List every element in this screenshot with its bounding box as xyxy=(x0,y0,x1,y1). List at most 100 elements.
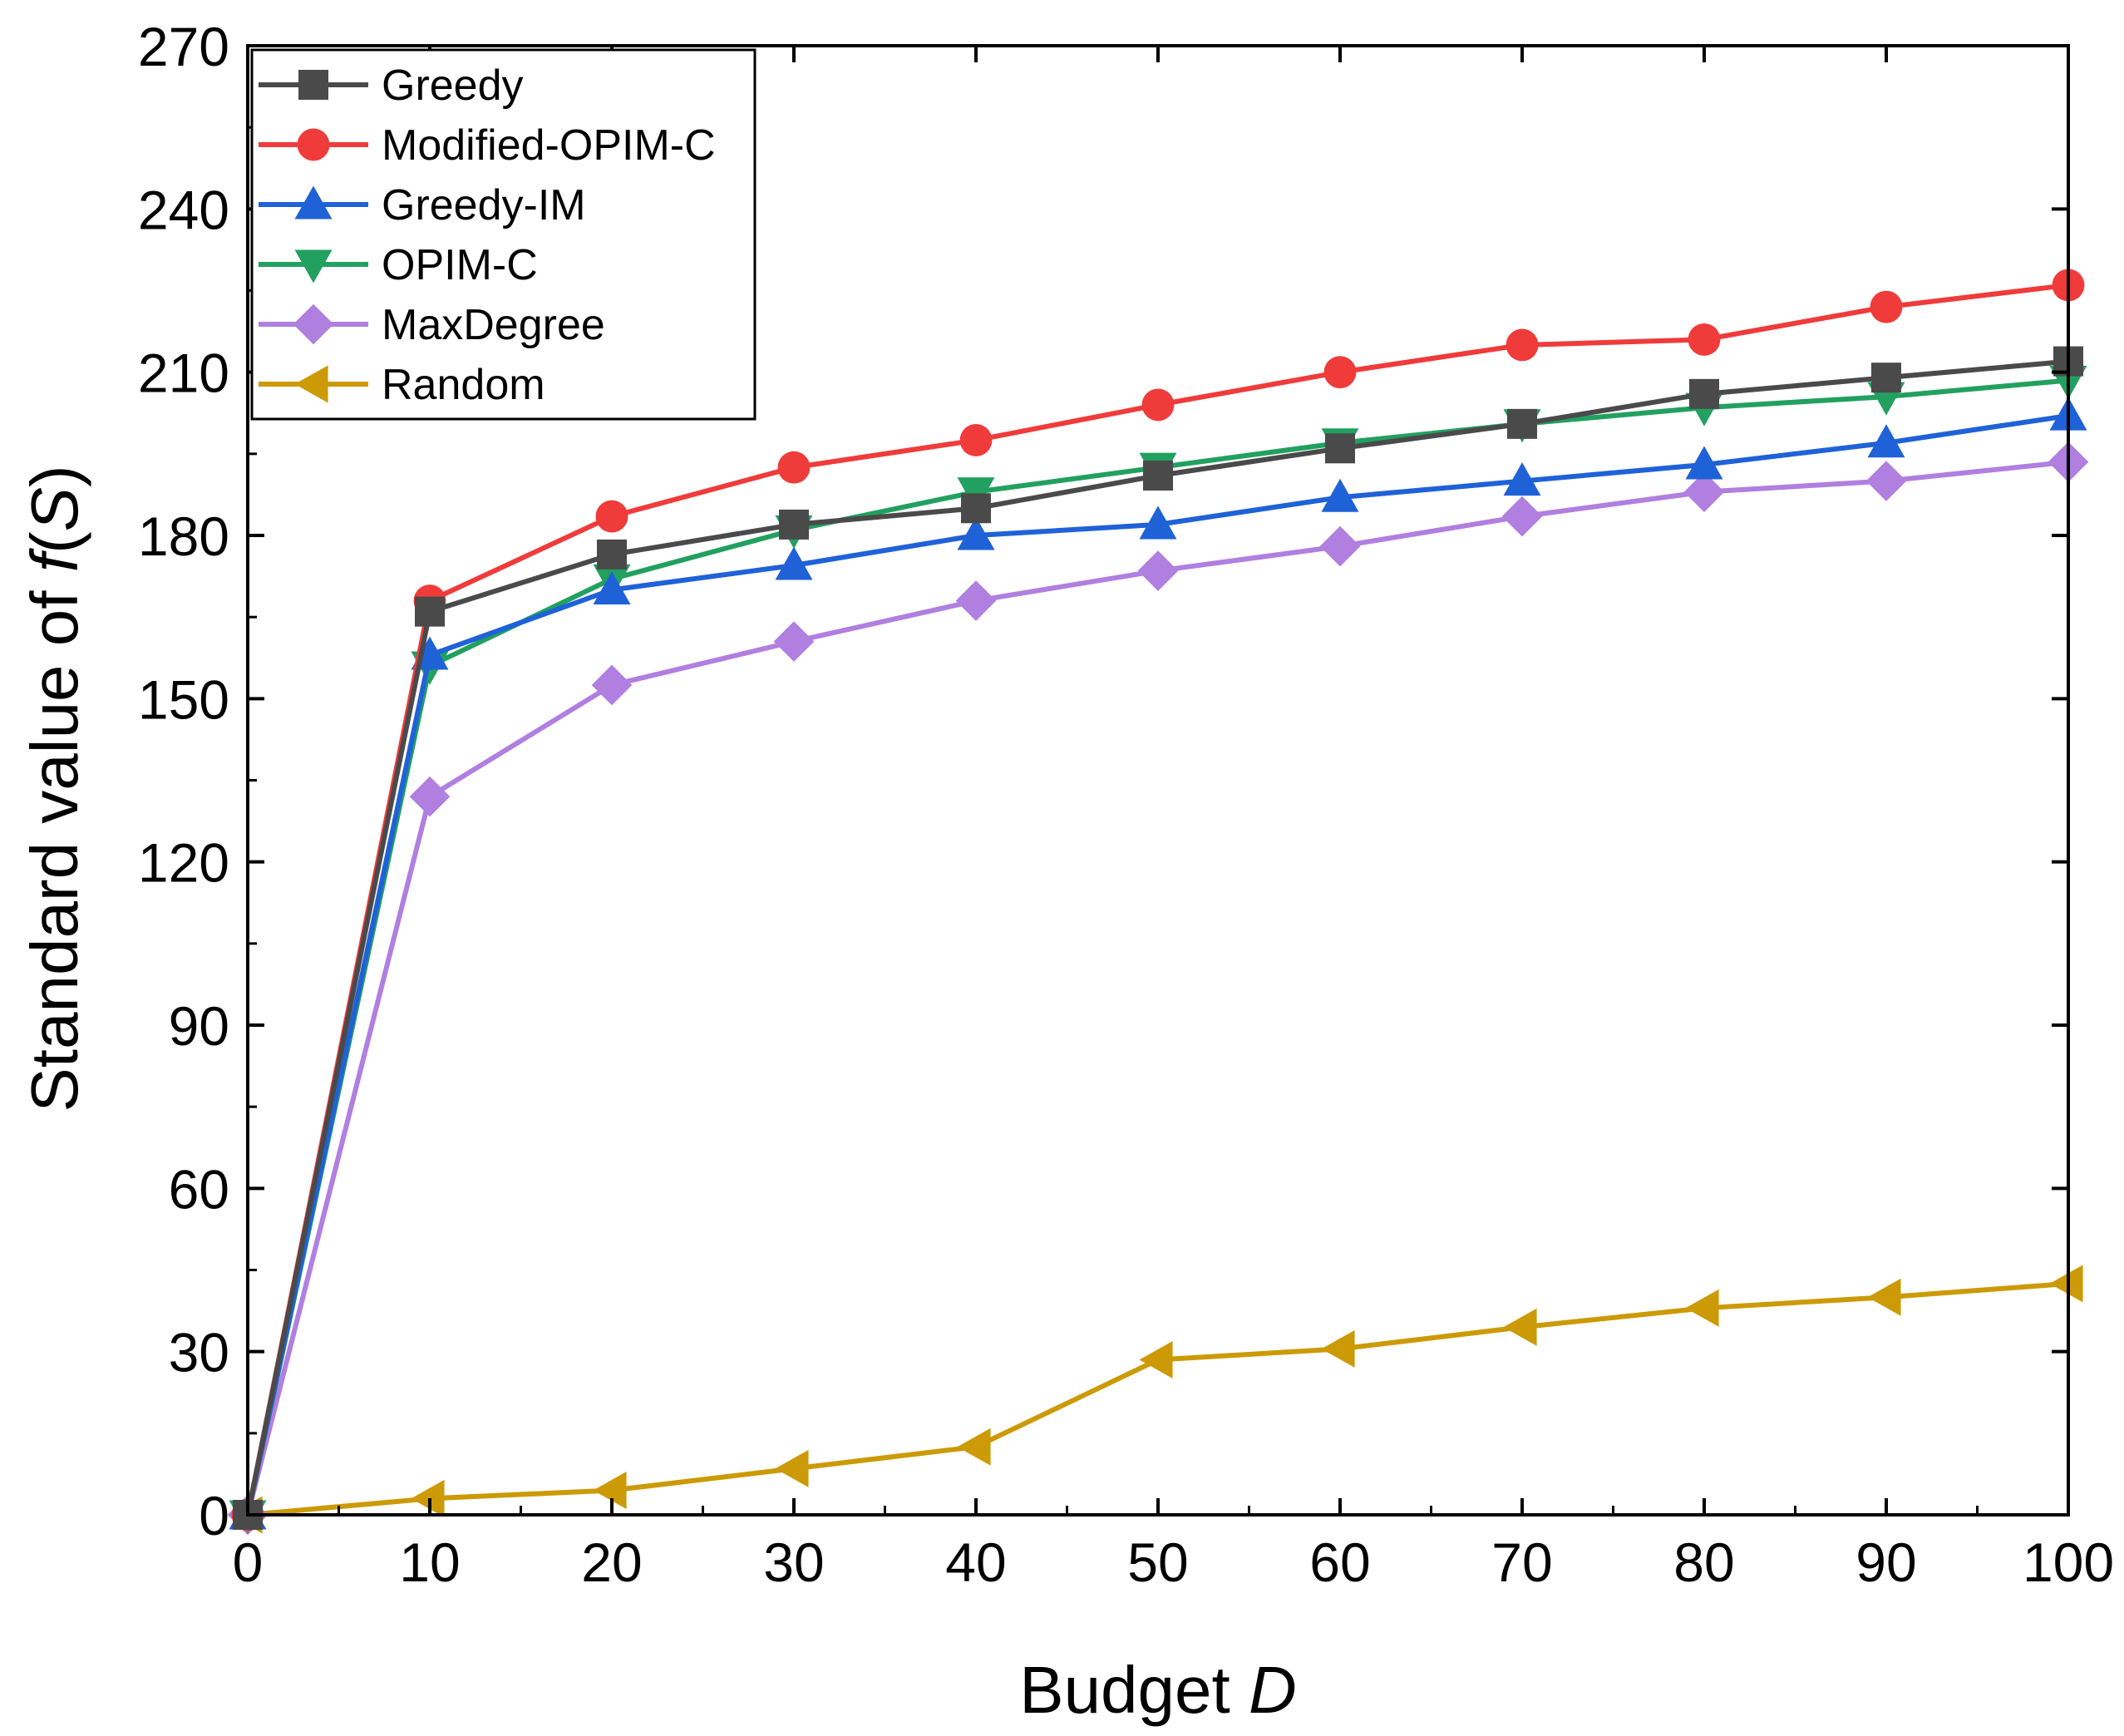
legend-label: MaxDegree xyxy=(382,301,605,349)
series-greedy xyxy=(233,346,2083,1530)
data-point xyxy=(775,546,813,580)
y-tick-label: 150 xyxy=(138,668,229,730)
series-layer xyxy=(227,269,2089,1536)
legend-label: Greedy-IM xyxy=(382,181,586,229)
legend-marker xyxy=(294,249,333,284)
legend-item-opim-c: OPIM-C xyxy=(259,241,538,289)
data-point xyxy=(1323,356,1357,389)
data-point xyxy=(1143,461,1173,491)
legend: Greedy Modified-OPIM-C Greedy-IM OPIM-C MaxD… xyxy=(250,48,756,421)
y-tick-label: 210 xyxy=(138,343,229,404)
y-axis-title-space xyxy=(17,572,91,590)
data-point xyxy=(593,1472,627,1510)
legend-item-random: Random xyxy=(259,361,545,409)
x-tick-label: 70 xyxy=(1491,1531,1552,1593)
y-tick-label: 60 xyxy=(169,1158,229,1220)
x-axis-title: Budget D xyxy=(1019,1653,1297,1727)
x-axis: 0 10 20 30 40 50 60 70 80 90 100 xyxy=(233,46,2114,1593)
data-point xyxy=(773,621,815,662)
legend-marker xyxy=(294,365,328,403)
data-point xyxy=(1319,525,1361,567)
x-tick-label: 10 xyxy=(399,1531,460,1593)
legend-marker xyxy=(293,303,334,345)
series-line xyxy=(247,1280,2069,1517)
data-point xyxy=(1689,378,1719,409)
y-tick-label: 180 xyxy=(138,506,229,567)
y-tick-label: 30 xyxy=(169,1322,229,1383)
x-axis-title-text: Budget xyxy=(1019,1653,1230,1727)
legend-label: Random xyxy=(382,361,545,409)
y-tick-label: 120 xyxy=(138,832,229,894)
data-point xyxy=(1867,1278,1901,1316)
x-axis-title-var: D xyxy=(1249,1653,1297,1727)
x-tick-label: 50 xyxy=(1127,1531,1188,1593)
series-random xyxy=(229,1265,2083,1534)
y-tick-label: 90 xyxy=(169,995,229,1057)
data-point xyxy=(409,776,451,817)
y-axis: 0 30 60 90 120 150 180 210 240 270 xyxy=(138,16,2068,1546)
data-point xyxy=(1870,290,1903,323)
data-point xyxy=(1683,471,1725,512)
legend-marker xyxy=(298,70,328,100)
x-axis-title-space xyxy=(1230,1653,1249,1727)
legend-item-maxdegree: MaxDegree xyxy=(259,301,605,349)
legend-marker xyxy=(297,128,330,161)
data-point xyxy=(955,580,997,621)
data-point xyxy=(1865,461,1907,501)
data-point xyxy=(1506,328,1539,362)
y-axis-title: Standard value of f(S) xyxy=(17,465,91,1112)
y-axis-title-arg: S xyxy=(17,487,91,531)
y-axis-title-paren-close: ) xyxy=(17,465,91,487)
data-point xyxy=(1141,388,1175,422)
data-point xyxy=(1321,478,1359,512)
data-point xyxy=(959,424,993,456)
legend-label: OPIM-C xyxy=(382,241,538,289)
data-point xyxy=(411,1479,445,1517)
x-tick-label: 90 xyxy=(1855,1531,1916,1593)
y-axis-title-text: Standard value of xyxy=(17,590,91,1112)
data-point xyxy=(961,493,991,524)
y-axis-title-paren-open: ( xyxy=(17,531,91,554)
legend-items: Greedy Modified-OPIM-C Greedy-IM OPIM-C MaxD… xyxy=(259,62,716,409)
data-point xyxy=(775,1449,809,1487)
data-point xyxy=(957,1428,991,1466)
legend-item-greedy: Greedy xyxy=(259,62,524,110)
legend-label: Greedy xyxy=(382,62,524,110)
x-tick-label: 100 xyxy=(2023,1531,2114,1593)
data-point xyxy=(779,509,809,540)
legend-marker xyxy=(294,185,333,219)
data-point xyxy=(415,596,445,627)
data-point xyxy=(1503,462,1541,496)
data-point xyxy=(591,664,633,706)
data-point xyxy=(957,516,995,550)
legend-item-greedy-im: Greedy-IM xyxy=(259,181,586,229)
y-tick-label: 0 xyxy=(199,1485,229,1546)
data-point xyxy=(1325,433,1355,464)
data-point xyxy=(1507,408,1537,439)
data-point xyxy=(1321,1329,1355,1368)
data-point xyxy=(1139,1340,1173,1378)
data-point xyxy=(1501,496,1543,537)
x-tick-label: 20 xyxy=(581,1531,642,1593)
data-point xyxy=(1871,362,1901,393)
series-line xyxy=(245,377,2069,1516)
data-point xyxy=(777,451,811,484)
data-point xyxy=(1685,1289,1719,1327)
data-point xyxy=(595,500,628,533)
data-point xyxy=(597,539,627,570)
legend-item-modified-opim-c: Modified-OPIM-C xyxy=(259,121,716,170)
x-tick-label: 0 xyxy=(233,1531,264,1593)
legend-box xyxy=(250,48,756,421)
x-tick-label: 80 xyxy=(1673,1531,1734,1593)
data-point xyxy=(593,570,631,604)
legend-label: Modified-OPIM-C xyxy=(382,121,716,170)
data-point xyxy=(1685,446,1723,480)
x-tick-label: 40 xyxy=(945,1531,1006,1593)
x-tick-label: 30 xyxy=(763,1531,824,1593)
y-tick-label: 270 xyxy=(138,16,229,77)
data-point xyxy=(1139,506,1177,540)
data-point xyxy=(2049,1265,2083,1303)
y-tick-label: 240 xyxy=(138,179,229,240)
